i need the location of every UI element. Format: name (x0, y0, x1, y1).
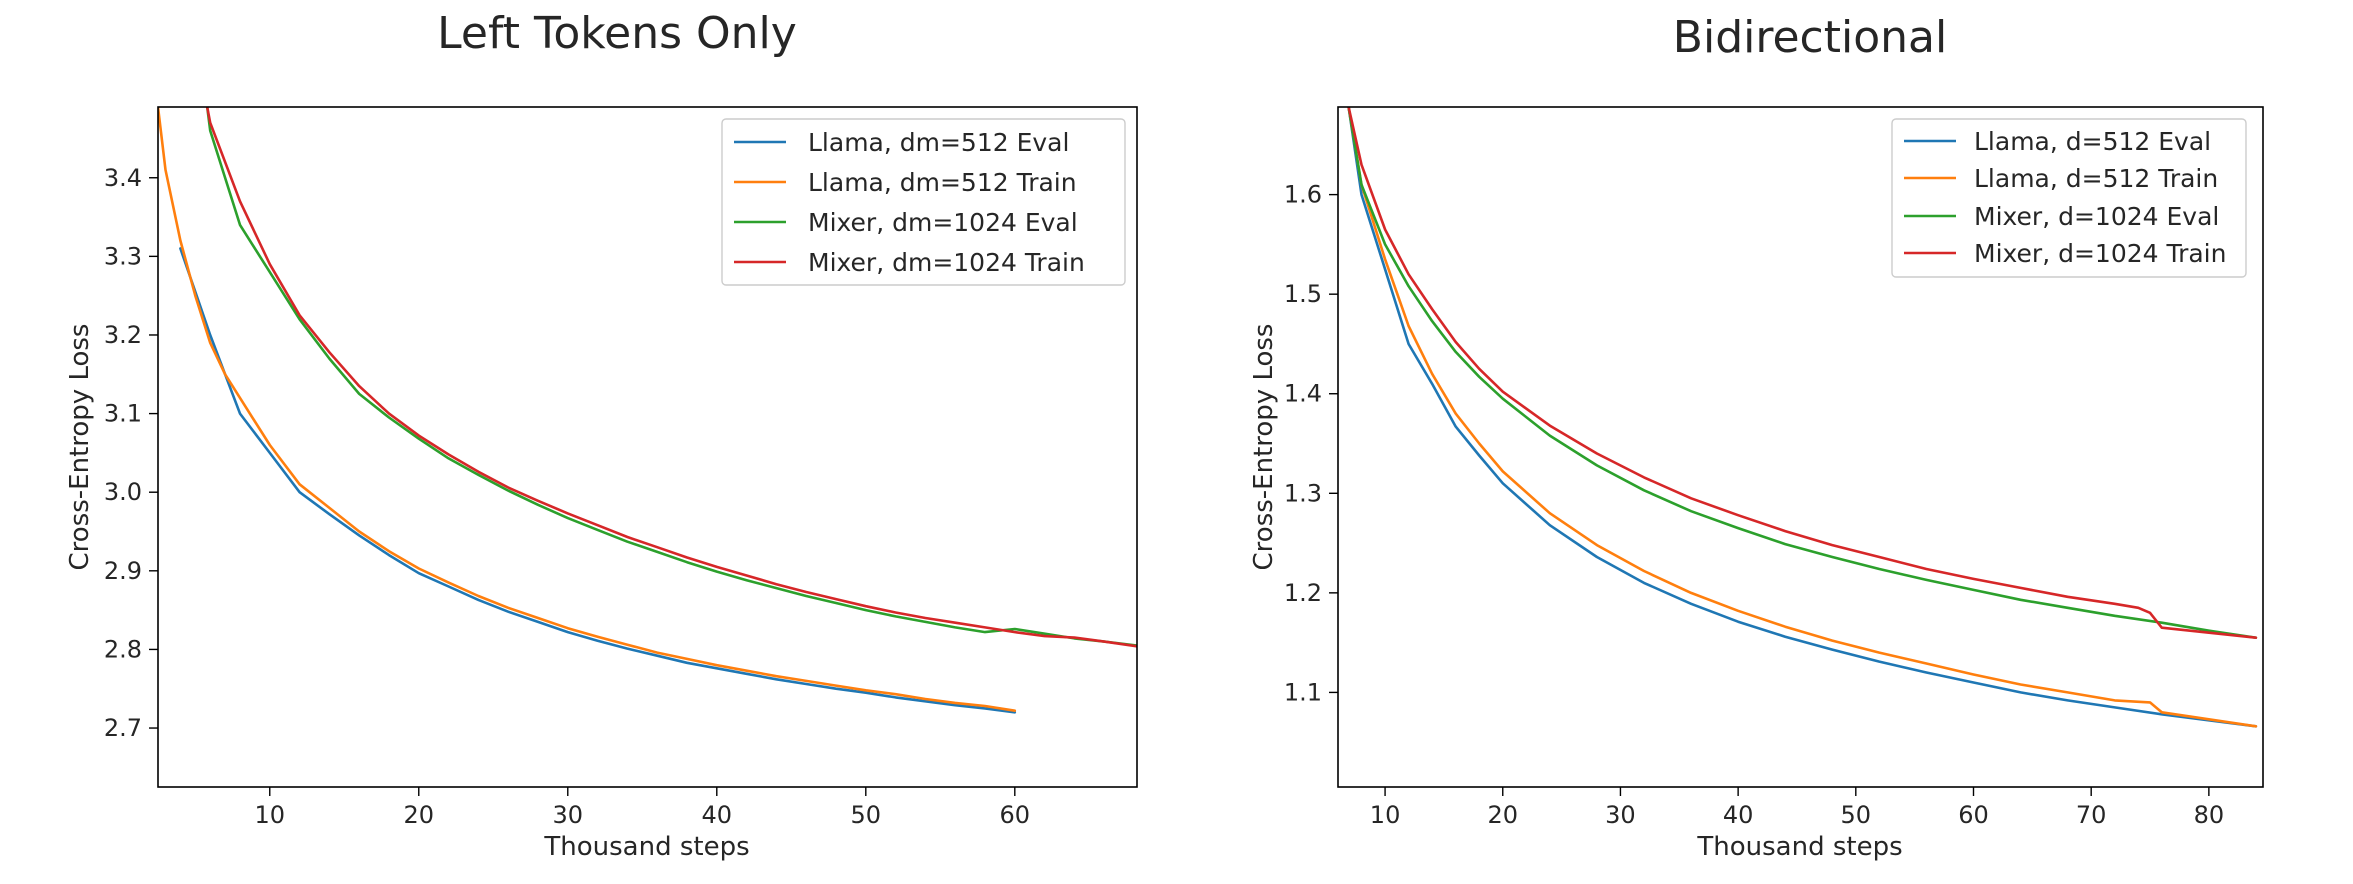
ticks: 10 20 30 40 50 60 70 80 1.1 1.2 1.3 1.4 1.5 1.6 (1284, 181, 2224, 829)
legend-item: Llama, d=512 Train (1904, 164, 2218, 193)
series-line-2 (1347, 107, 2258, 640)
y-tick-label: 3.1 (104, 400, 142, 428)
series-line-1 (158, 107, 1017, 713)
y-tick-label: 1.2 (1284, 579, 1322, 607)
x-tick-label: 60 (1958, 801, 1989, 829)
series-line-0 (1347, 107, 2258, 728)
y-tick-label: 2.9 (104, 557, 142, 585)
legend-label: Mixer, d=1024 Eval (1974, 202, 2219, 231)
y-tick-label: 2.8 (104, 635, 142, 663)
legend-item: Llama, dm=512 Eval (734, 128, 1069, 157)
legend-label: Mixer, dm=1024 Train (808, 248, 1085, 277)
x-tick-label: 10 (254, 801, 285, 829)
legend-label: Llama, dm=512 Eval (808, 128, 1069, 157)
series-line-0 (179, 247, 1017, 714)
y-tick-label: 3.0 (104, 478, 142, 506)
y-tick-label: 1.1 (1284, 678, 1322, 706)
y-axis-label: Cross-Entropy Loss (65, 324, 95, 571)
series-line-2 (205, 107, 1137, 647)
x-tick-label: 70 (2076, 801, 2107, 829)
series-line-1 (1347, 107, 2258, 728)
y-tick-label: 3.4 (104, 164, 142, 192)
y-tick-label: 1.6 (1284, 181, 1322, 209)
legend-item: Mixer, d=1024 Eval (1904, 202, 2219, 231)
legend-label: Llama, dm=512 Train (808, 168, 1077, 197)
legend-label: Mixer, dm=1024 Eval (808, 208, 1078, 237)
legend: Llama, d=512 Eval Llama, d=512 Train Mix… (1891, 118, 2247, 278)
x-axis-label: Thousand steps (543, 832, 749, 862)
legend-item: Llama, dm=512 Train (734, 168, 1077, 197)
y-tick-label: 1.4 (1284, 380, 1322, 408)
legend-label: Mixer, d=1024 Train (1974, 239, 2226, 268)
x-tick-label: 40 (1723, 801, 1754, 829)
legend-item: Mixer, dm=1024 Eval (734, 208, 1078, 237)
plot-frame (157, 106, 1138, 788)
legend-item: Llama, d=512 Eval (1904, 127, 2211, 156)
chart-title: Left Tokens Only (437, 8, 797, 59)
y-tick-label: 3.3 (104, 242, 142, 270)
y-tick-label: 1.5 (1284, 280, 1322, 308)
legend-label: Llama, d=512 Train (1974, 164, 2218, 193)
y-axis-label: Cross-Entropy Loss (1249, 324, 1279, 571)
y-tick-label: 1.3 (1284, 479, 1322, 507)
legend-item: Mixer, d=1024 Train (1904, 239, 2226, 268)
legend-label: Llama, d=512 Eval (1974, 127, 2211, 156)
series-lines (1347, 107, 2258, 728)
x-tick-label: 40 (702, 801, 733, 829)
x-tick-label: 50 (1841, 801, 1872, 829)
x-tick-label: 20 (403, 801, 434, 829)
x-tick-label: 30 (553, 801, 584, 829)
y-tick-label: 3.2 (104, 321, 142, 349)
legend-box (721, 118, 1126, 286)
x-tick-label: 80 (2194, 801, 2225, 829)
y-tick-label: 2.7 (104, 714, 142, 742)
x-tick-label: 10 (1370, 801, 1401, 829)
legend-item: Mixer, dm=1024 Train (734, 248, 1085, 277)
right-chart: Bidirectional 10 20 30 40 50 60 70 801.11.21.31… (1249, 12, 2264, 862)
x-tick-label: 20 (1487, 801, 1518, 829)
series-line-3 (205, 107, 1137, 648)
legend-box (1891, 118, 2247, 278)
legend: Llama, dm=512 Eval Llama, dm=512 Train M… (721, 118, 1126, 286)
x-axis-label: Thousand steps (1696, 832, 1902, 862)
series-line-3 (1347, 107, 2258, 640)
chart-title: Bidirectional (1673, 12, 1947, 63)
ticks: 10 20 30 40 50 60 2.7 2.8 2.9 3.0 3.1 3.2 3.3 3.4 (104, 164, 1030, 829)
x-tick-label: 60 (1000, 801, 1031, 829)
x-tick-label: 30 (1605, 801, 1636, 829)
left-chart: Left Tokens Only 10 20 30 40 50 60 2.7 2.8 2.9 3.… (65, 8, 1138, 862)
x-tick-label: 50 (851, 801, 882, 829)
series-lines (158, 107, 1137, 714)
plot-frame (1337, 106, 2264, 788)
